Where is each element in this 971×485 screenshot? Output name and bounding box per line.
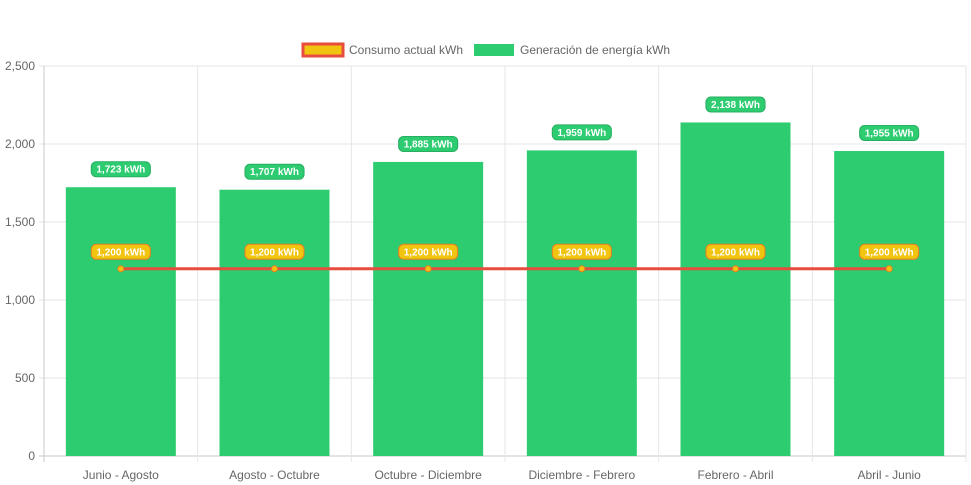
x-tick-label: Abril - Junio — [857, 468, 921, 482]
x-tick-label: Octubre - Diciembre — [374, 468, 482, 482]
line-data-label-text: 1,200 kWh — [711, 247, 760, 258]
bar-data-label-bg — [705, 96, 766, 113]
bar-data-label-bg — [398, 135, 459, 152]
bar-data-label: 1,707 kWh — [244, 163, 305, 180]
bar-data-label-text: 1,959 kWh — [557, 128, 606, 139]
bar[interactable] — [219, 189, 330, 456]
bar-data-label: 1,955 kWh — [859, 125, 920, 142]
grid-lines — [39, 65, 967, 462]
bar-data-label-text: 1,955 kWh — [865, 129, 914, 140]
line-data-label-bg — [90, 243, 151, 260]
legend-item-consumo[interactable]: Consumo actual kWh — [301, 42, 463, 58]
bar-data-label-bg — [244, 163, 305, 180]
bar-data-label-text: 1,707 kWh — [250, 167, 299, 178]
legend-label-generacion: Generación de energía kWh — [520, 43, 670, 57]
bar[interactable] — [373, 161, 484, 456]
legend-swatch-generacion — [474, 44, 514, 56]
line-data-label: 1,200 kWh — [90, 243, 151, 260]
data-labels: 1,723 kWh 1,707 kWh 1,885 kWh 1,959 kWh 2,13… — [90, 96, 920, 260]
legend-swatch-consumo — [301, 42, 345, 58]
bar-data-label: 1,723 kWh — [90, 161, 151, 178]
bar-data-label-bg — [551, 124, 612, 141]
y-tick-label: 2,000 — [5, 137, 35, 151]
legend-item-generacion[interactable]: Generación de energía kWh — [474, 43, 670, 57]
line-data-label-bg — [244, 243, 305, 260]
bar[interactable] — [65, 187, 176, 456]
line-data-label: 1,200 kWh — [859, 243, 920, 260]
bar-data-label-bg — [859, 125, 920, 142]
line-point[interactable] — [424, 265, 432, 273]
legend-label-consumo: Consumo actual kWh — [349, 43, 463, 57]
x-tick-label: Agosto - Octubre — [229, 468, 320, 482]
line-data-label-text: 1,200 kWh — [250, 247, 299, 258]
x-tick-label: Diciembre - Febrero — [528, 468, 635, 482]
line-data-label-bg — [705, 243, 766, 260]
bar-data-label-text: 1,723 kWh — [96, 165, 145, 176]
bar-series — [65, 122, 945, 457]
y-tick-label: 1,500 — [5, 215, 35, 229]
bar-data-label: 2,138 kWh — [705, 96, 766, 113]
bar-data-label-text: 1,885 kWh — [404, 139, 453, 150]
x-tick-label: Junio - Agosto — [83, 468, 159, 482]
line-point[interactable] — [271, 265, 278, 273]
line-point[interactable] — [578, 265, 586, 273]
bar[interactable] — [680, 122, 791, 457]
y-tick-label: 500 — [15, 371, 35, 385]
bar[interactable] — [526, 150, 637, 456]
line-data-label-bg — [859, 243, 920, 260]
line-data-label-text: 1,200 kWh — [96, 247, 145, 258]
bar[interactable] — [834, 151, 945, 456]
line-data-label-bg — [551, 243, 612, 260]
line-data-label: 1,200 kWh — [244, 243, 305, 260]
line-series — [117, 265, 893, 273]
y-tick-label: 2,500 — [5, 59, 35, 73]
axes: 0 500 1,000 1,500 2,000 2,500 Junio - Agosto Ag… — [5, 59, 921, 482]
line-data-label-text: 1,200 kWh — [865, 247, 914, 258]
y-tick-label: 1,000 — [5, 293, 35, 307]
legend[interactable]: Consumo actual kWh Generación de energía … — [301, 42, 670, 58]
line-data-label-text: 1,200 kWh — [557, 247, 606, 258]
line-point[interactable] — [885, 265, 893, 273]
line-data-label: 1,200 kWh — [398, 243, 459, 260]
bar-data-label-text: 2,138 kWh — [711, 100, 760, 111]
x-tick-label: Febrero - Abril — [697, 468, 773, 482]
bar-data-label-bg — [90, 161, 151, 178]
line-data-label: 1,200 kWh — [551, 243, 612, 260]
line-data-label-text: 1,200 kWh — [404, 247, 453, 258]
line-data-label: 1,200 kWh — [705, 243, 766, 260]
bar-data-label: 1,885 kWh — [398, 135, 459, 152]
bar-data-label: 1,959 kWh — [551, 124, 612, 141]
y-tick-label: 0 — [28, 449, 35, 463]
line-point[interactable] — [117, 265, 125, 273]
line-point[interactable] — [732, 265, 739, 273]
line-data-label-bg — [398, 243, 459, 260]
